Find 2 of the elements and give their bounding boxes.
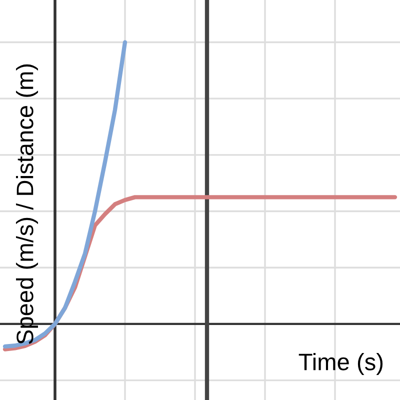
x-axis-title: Time (s) (298, 352, 383, 375)
y-axis-title: Speed (m/s) / Distance (m) (16, 64, 38, 344)
